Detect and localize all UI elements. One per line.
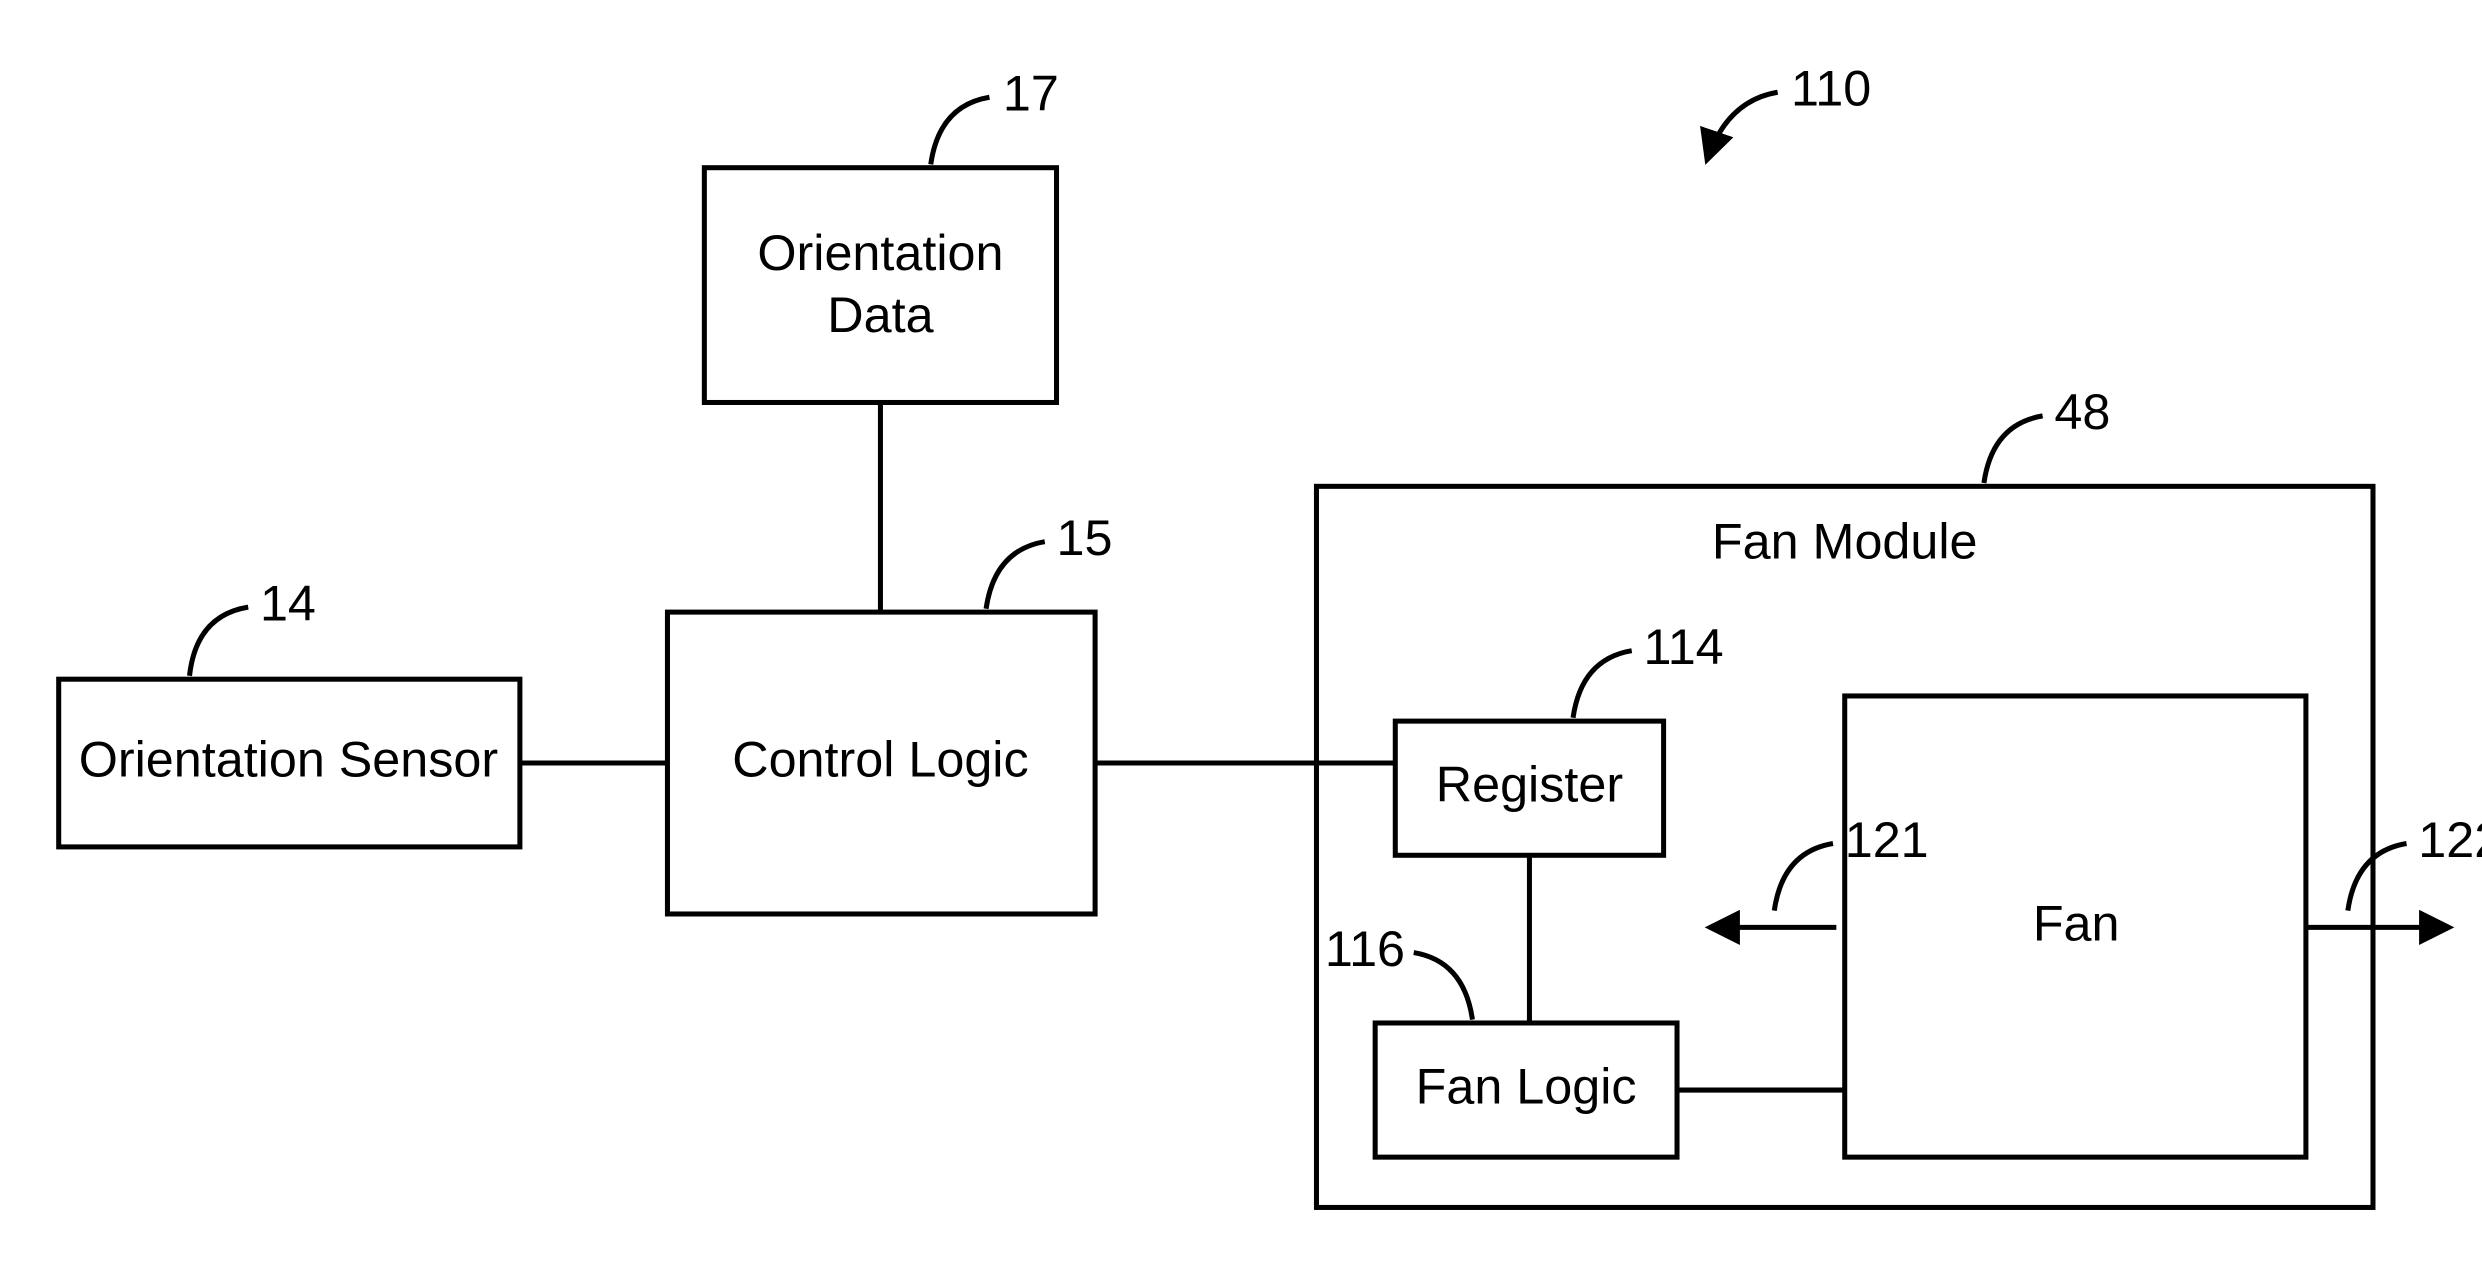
refnum-114: 114	[1643, 618, 1723, 675]
refnum-122: 122	[2418, 811, 2482, 868]
refnum-14: 14	[260, 574, 316, 631]
leader-110	[1707, 92, 1777, 159]
refnum-116: 116	[1325, 920, 1405, 977]
fan-logic-label: Fan Logic	[1416, 1057, 1637, 1114]
leader-14	[190, 607, 249, 676]
refnum-48: 48	[2054, 383, 2110, 440]
refnum-15: 15	[1057, 509, 1113, 566]
fan-module-label: Fan Module	[1712, 512, 1978, 569]
register-label: Register	[1436, 755, 1623, 812]
orientation-data-label2: Data	[827, 286, 933, 343]
control-logic-label: Control Logic	[732, 730, 1028, 787]
refnum-121: 121	[1845, 811, 1929, 868]
leader-17	[931, 97, 990, 164]
refnum-17: 17	[1003, 65, 1059, 122]
orientation-data-label1: Orientation	[757, 224, 1003, 281]
refnum-110: 110	[1791, 60, 1871, 117]
fan-label: Fan	[2033, 895, 2120, 952]
leader-15	[986, 542, 1045, 609]
leader-48	[1984, 416, 2043, 483]
orientation-sensor-label: Orientation Sensor	[79, 730, 498, 787]
